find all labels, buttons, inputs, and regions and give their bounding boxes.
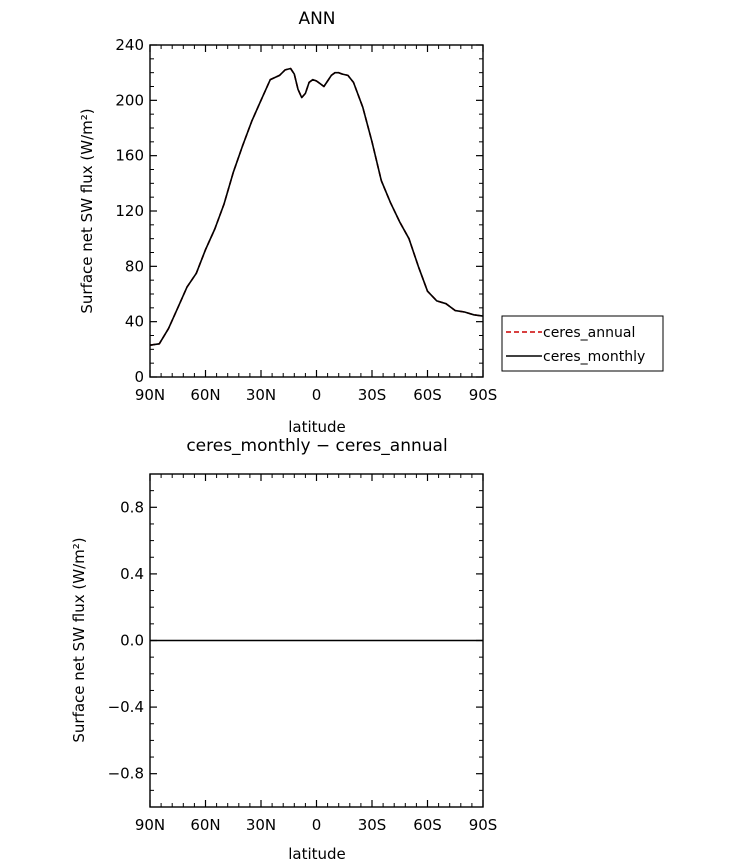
top-series-line-ceres-annual	[149, 67, 484, 346]
top-x-tick-label: 0	[312, 386, 322, 404]
bottom-x-tick-label: 60N	[190, 816, 220, 834]
top-series-line-ceres-monthly	[149, 67, 484, 346]
bottom-tick-labels: 90N 60N 30N 0 30S 60S 90S −0.8 −0.4 0.0 0.4 0.8	[108, 498, 498, 834]
top-tick-labels: 90N 60N 30N 0 30S 60S 90S 0 40 80 120 160 200 240	[115, 36, 497, 404]
top-x-tick-label: 30S	[358, 386, 387, 404]
top-y-tick-label: 160	[115, 147, 144, 165]
top-y-tick-label: 120	[115, 202, 144, 220]
bottom-y-tick-label: 0.0	[120, 632, 144, 650]
bottom-chart-title: ceres_monthly − ceres_annual	[186, 436, 447, 456]
bottom-x-tick-label: 0	[312, 816, 322, 834]
top-chart-title: ANN	[298, 9, 335, 29]
top-x-tick-label: 60N	[190, 386, 220, 404]
legend-label-ceres-monthly: ceres_monthly	[543, 349, 645, 365]
top-x-tick-label: 90S	[469, 386, 498, 404]
top-y-tick-label: 40	[125, 313, 144, 331]
legend-box	[501, 315, 664, 372]
bottom-y-tick-label: 0.8	[120, 498, 144, 516]
top-x-tick-label: 60S	[413, 386, 442, 404]
bottom-y-tick-label: 0.4	[120, 565, 144, 583]
top-chart: ANN 90N 60N 30N 0 30S 60S 90S 0 40 80 120 160 200 240…	[78, 9, 664, 436]
bottom-chart: ceres_monthly − ceres_annual 90N 60N 30N 0 3…	[70, 436, 497, 863]
bottom-y-tick-label: −0.4	[108, 698, 144, 716]
bottom-x-tick-label: 30N	[246, 816, 276, 834]
bottom-y-tick-label: −0.8	[108, 765, 144, 783]
bottom-x-tick-label: 60S	[413, 816, 442, 834]
top-y-tick-label: 0	[134, 368, 144, 386]
bottom-x-tick-label: 30S	[358, 816, 387, 834]
bottom-x-axis-label: latitude	[288, 845, 346, 863]
bottom-x-tick-label: 90N	[135, 816, 165, 834]
top-axis-ticks	[149, 44, 484, 378]
top-y-tick-label: 200	[115, 91, 144, 109]
top-x-tick-label: 30N	[246, 386, 276, 404]
top-x-tick-label: 90N	[135, 386, 165, 404]
top-y-axis-label: Surface net SW flux (W/m²)	[78, 108, 96, 313]
top-series-group	[149, 67, 484, 346]
bottom-plot-frame	[149, 473, 484, 808]
top-y-tick-label: 240	[115, 36, 144, 54]
legend-label-ceres-annual: ceres_annual	[543, 325, 635, 341]
bottom-x-tick-label: 90S	[469, 816, 498, 834]
top-x-axis-label: latitude	[288, 418, 346, 436]
legend: ceres_annual ceres_monthly	[501, 315, 664, 372]
top-plot-frame	[149, 44, 484, 378]
top-y-tick-label: 80	[125, 257, 144, 275]
bottom-y-axis-label: Surface net SW flux (W/m²)	[70, 537, 88, 742]
